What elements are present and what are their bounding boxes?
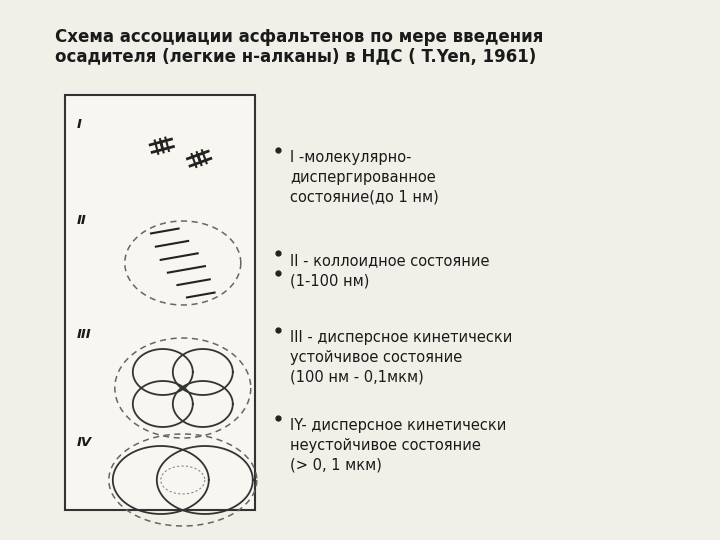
Bar xyxy=(65,95,255,510)
Text: I -молекулярно-
диспергированное
состояние(до 1 нм): I -молекулярно- диспергированное состоян… xyxy=(290,150,438,205)
Text: IV: IV xyxy=(77,436,92,449)
Text: II: II xyxy=(77,213,86,226)
Text: III - дисперсное кинетически
устойчивое состояние
(100 нм - 0,1мкм): III - дисперсное кинетически устойчивое … xyxy=(290,330,513,384)
Text: IY- дисперсное кинетически
неустойчивое состояние
(> 0, 1 мкм): IY- дисперсное кинетически неустойчивое … xyxy=(290,418,506,472)
Text: II - коллоидное состояние: II - коллоидное состояние xyxy=(290,253,490,268)
Text: III: III xyxy=(77,328,91,341)
Text: осадителя (легкие н-алканы) в НДС ( T.Yen, 1961): осадителя (легкие н-алканы) в НДС ( T.Ye… xyxy=(55,48,536,66)
Text: Схема ассоциации асфальтенов по мере введения: Схема ассоциации асфальтенов по мере вве… xyxy=(55,28,544,46)
Text: I: I xyxy=(77,118,82,132)
Text: (1-100 нм): (1-100 нм) xyxy=(290,273,369,288)
